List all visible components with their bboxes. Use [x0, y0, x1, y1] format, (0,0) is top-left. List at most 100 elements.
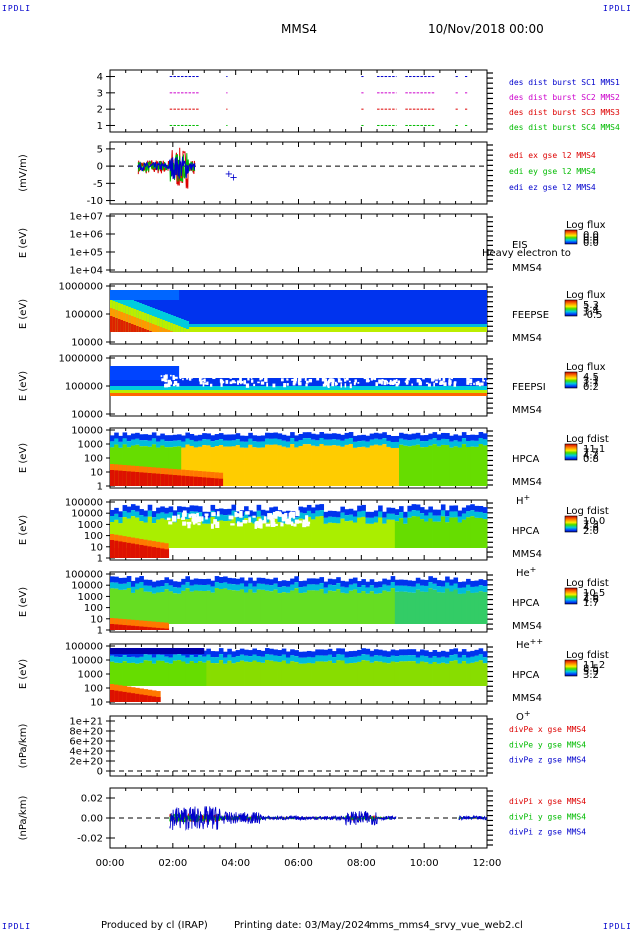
spectrogram-cell: [348, 651, 354, 658]
spectrogram-cell: [206, 517, 211, 524]
spectrogram-cell: [172, 593, 178, 624]
spectrogram-cell: [235, 523, 241, 548]
spectrogram-cell: [160, 518, 165, 548]
spectrogram-cell: [357, 587, 362, 594]
spectrogram-cell: [223, 657, 228, 664]
spectrogram-cell: [260, 583, 266, 590]
spectrogram-cell: [332, 516, 337, 523]
spectrogram-cell: [281, 586, 287, 593]
spectrogram-cell: [311, 663, 316, 686]
colorbar-tick-label: 5.3: [583, 300, 599, 311]
spectrogram-cell: [453, 589, 459, 624]
spectrogram-cell: [344, 651, 350, 658]
spectrogram-cell: [327, 522, 333, 548]
spacecraft-title: MMS4: [281, 22, 317, 36]
spectrogram-cell: [281, 440, 287, 447]
spectrogram-cell: [227, 434, 232, 441]
spectrogram-cell: [470, 592, 475, 624]
spectrogram-cell: [436, 657, 442, 664]
spectrogram-cell: [470, 656, 475, 663]
spectrogram-cell: [482, 586, 488, 593]
spectrogram-cell: [411, 516, 417, 548]
spectrogram-cell: [432, 432, 438, 439]
data-gap: [305, 523, 310, 527]
spectrogram-cell: [352, 656, 358, 663]
spectrogram-cell: [352, 589, 358, 624]
spectrogram-cell: [273, 649, 278, 656]
data-gap: [298, 377, 302, 382]
data-gap: [245, 383, 250, 388]
spectrogram-cell: [235, 439, 241, 446]
spectrogram-cell: [256, 447, 262, 486]
spectrogram-cell: [164, 519, 170, 548]
spectrogram-cell: [260, 650, 266, 657]
spectrogram-cell: [378, 445, 383, 486]
spectrogram-cell: [361, 446, 366, 486]
spectrogram-cell: [231, 440, 237, 447]
spectrogram-cell: [172, 510, 178, 517]
spectrogram-cell: [390, 519, 396, 548]
data-gap: [406, 376, 410, 381]
spectrogram-cell: [470, 504, 475, 511]
spectrogram-cell: [332, 445, 337, 486]
spectrogram-cell: [382, 656, 387, 663]
data-gap: [372, 378, 375, 380]
panel-frame: [109, 69, 488, 133]
data-gap: [257, 381, 260, 384]
spectrogram-cell: [260, 656, 266, 663]
colorbar-tick-label: 4.6: [583, 523, 599, 534]
spectrogram-cell: [197, 440, 203, 447]
spectrogram-cell: [185, 588, 190, 624]
spectrogram-cell: [223, 576, 228, 583]
spectrogram-cell: [264, 578, 270, 585]
spectrogram-cell: [260, 589, 266, 624]
spectrogram-cell: [340, 518, 345, 548]
spectrogram-cell: [172, 522, 178, 548]
spectrogram-cell: [172, 660, 178, 686]
spectrogram-cell: [269, 432, 274, 439]
spectrogram-cell: [332, 591, 337, 624]
spectrogram-cell: [122, 517, 128, 548]
panel-frame: [109, 141, 488, 205]
colorbar-tick-label: 7.7: [583, 447, 599, 458]
spectrogram-cell: [126, 582, 132, 589]
spectrogram-cell: [298, 663, 304, 686]
spectrogram-cell: [115, 318, 119, 332]
spectrogram-cell: [394, 591, 400, 624]
y-tick-label: 1: [97, 121, 103, 132]
spectrogram-cell: [386, 657, 392, 664]
spectrogram-cell: [315, 590, 320, 624]
spectrogram-cell: [327, 445, 333, 486]
spectrogram-cell: [445, 510, 450, 517]
spectrogram-cell: [407, 446, 412, 486]
spectrogram-cell: [118, 663, 123, 686]
spectrogram-cell: [378, 587, 383, 594]
spectrogram-cell: [177, 446, 182, 486]
data-gap: [263, 516, 267, 523]
spectrogram-cell: [277, 593, 283, 624]
spectrogram-cell: [214, 446, 220, 486]
spectrogram-cell: [177, 440, 182, 447]
spectrogram-cell: [361, 440, 366, 447]
spectrogram-cell: [143, 695, 149, 702]
spectrogram-cell: [340, 446, 345, 486]
spectrogram-cell: [264, 660, 270, 686]
spectrogram-cell: [210, 441, 216, 448]
spectrogram-cell: [407, 580, 412, 587]
spectrogram-cell: [306, 432, 312, 439]
spectrogram-cell: [461, 649, 467, 656]
spectrogram-cell: [344, 438, 350, 445]
spectrogram-cell: [269, 654, 274, 661]
spectrogram-cell: [118, 657, 123, 664]
spectrogram-cell: [252, 592, 258, 624]
spectrogram-cell: [172, 587, 178, 594]
spectrogram-cell: [319, 583, 325, 590]
spectrogram-cell: [399, 438, 404, 445]
spacecraft-label: MMS4: [512, 405, 542, 416]
spectrogram-cell: [319, 444, 325, 486]
spectrogram-cell: [369, 650, 375, 657]
spectrogram-cell: [470, 510, 475, 517]
spectrogram-cell: [133, 325, 137, 332]
data-gap: [334, 381, 337, 386]
spectrogram-cell: [290, 661, 295, 686]
